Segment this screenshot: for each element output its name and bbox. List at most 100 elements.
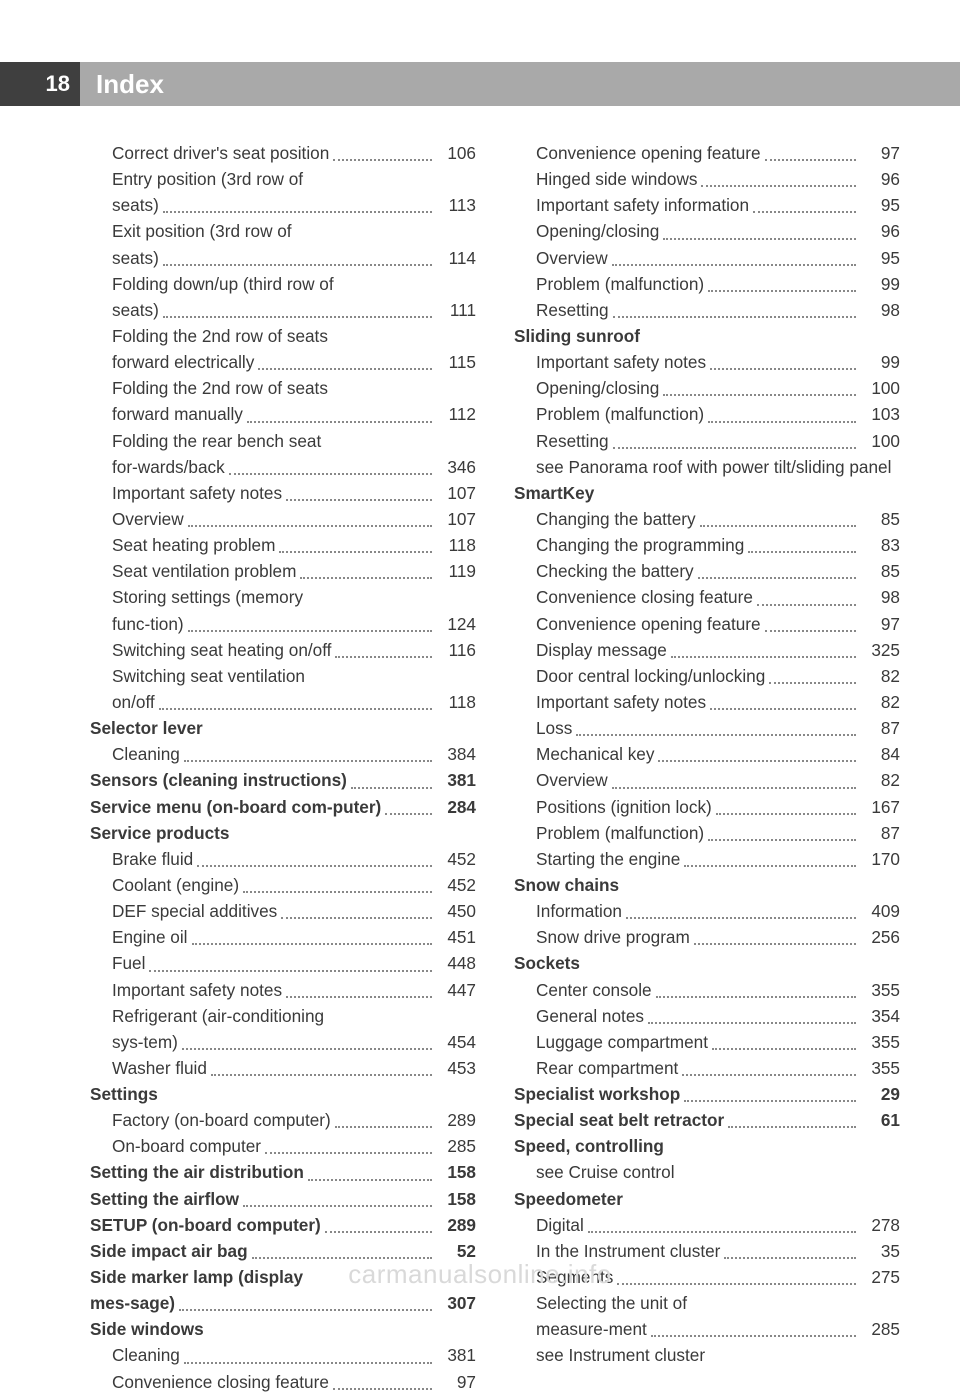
leader-dots bbox=[281, 917, 432, 919]
index-entry: Setting the airflow158 bbox=[90, 1186, 476, 1212]
index-entry: Convenience closing feature97 bbox=[90, 1369, 476, 1395]
index-entry-page: 170 bbox=[860, 846, 900, 872]
index-entry-label: Digital bbox=[536, 1212, 584, 1238]
index-entry-label: Specialist workshop bbox=[514, 1081, 680, 1107]
index-entry: Seat heating problem118 bbox=[90, 532, 476, 558]
index-entry-label: on/off bbox=[112, 689, 155, 715]
index-entry: Coolant (engine)452 bbox=[90, 872, 476, 898]
leader-dots bbox=[286, 996, 432, 998]
index-entry-label: for-wards/back bbox=[112, 454, 225, 480]
index-entry-label: forward manually bbox=[112, 401, 243, 427]
index-entry: Important safety notes447 bbox=[90, 977, 476, 1003]
leader-dots bbox=[656, 996, 856, 998]
index-entry-page: 100 bbox=[860, 375, 900, 401]
leader-dots bbox=[651, 1335, 856, 1337]
index-entry: General notes354 bbox=[514, 1003, 900, 1029]
leader-dots bbox=[163, 316, 432, 318]
index-entry: Washer fluid453 bbox=[90, 1055, 476, 1081]
index-entry-label: Opening/closing bbox=[536, 218, 659, 244]
leader-dots bbox=[663, 238, 856, 240]
index-entry-page: 87 bbox=[860, 820, 900, 846]
header-bar: 18 Index bbox=[0, 62, 960, 106]
index-entry-label: seats) bbox=[112, 245, 159, 271]
index-entry-page: 116 bbox=[436, 637, 476, 663]
index-entry: Center console355 bbox=[514, 977, 900, 1003]
index-entry-label: Starting the engine bbox=[536, 846, 680, 872]
index-entry-page: 285 bbox=[436, 1133, 476, 1159]
leader-dots bbox=[769, 682, 856, 684]
index-entry-page: 106 bbox=[436, 140, 476, 166]
index-entry-label: Important safety notes bbox=[112, 977, 282, 1003]
index-entry: Brake fluid452 bbox=[90, 846, 476, 872]
leader-dots bbox=[663, 394, 856, 396]
leader-dots bbox=[286, 499, 432, 501]
index-entry-page: 97 bbox=[860, 140, 900, 166]
leader-dots bbox=[708, 290, 856, 292]
index-entry-label: Snow drive program bbox=[536, 924, 690, 950]
index-entry: Opening/closing 96 bbox=[514, 218, 900, 244]
index-entry-page: 111 bbox=[436, 297, 476, 323]
index-entry-page: 452 bbox=[436, 872, 476, 898]
index-entry: forward electrically115 bbox=[90, 349, 476, 375]
index-entry-label: Washer fluid bbox=[112, 1055, 207, 1081]
leader-dots bbox=[149, 970, 432, 972]
index-entry-label: mes-sage) bbox=[90, 1290, 175, 1316]
index-entry-page: 107 bbox=[436, 480, 476, 506]
page-number: 18 bbox=[0, 62, 80, 106]
index-entry-label: Resetting bbox=[536, 428, 609, 454]
index-entry: seats)114 bbox=[90, 245, 476, 271]
index-entry: Setting the air distribution158 bbox=[90, 1159, 476, 1185]
index-entry: Seat ventilation problem119 bbox=[90, 558, 476, 584]
index-entry: Resetting98 bbox=[514, 297, 900, 323]
index-entry-page: 325 bbox=[860, 637, 900, 663]
index-entry-page: 307 bbox=[436, 1290, 476, 1316]
leader-dots bbox=[308, 1179, 432, 1181]
index-entry: Special seat belt retractor61 bbox=[514, 1107, 900, 1133]
index-entry-page: 107 bbox=[436, 506, 476, 532]
leader-dots bbox=[243, 1205, 432, 1207]
leader-dots bbox=[182, 1048, 432, 1050]
index-entry-label: seats) bbox=[112, 297, 159, 323]
leader-dots bbox=[712, 1048, 856, 1050]
leader-dots bbox=[243, 891, 432, 893]
index-entry-page: 167 bbox=[860, 794, 900, 820]
index-entry: Information409 bbox=[514, 898, 900, 924]
leader-dots bbox=[184, 760, 432, 762]
index-entry-page: 61 bbox=[860, 1107, 900, 1133]
index-entry: Door central locking/unlocking82 bbox=[514, 663, 900, 689]
index-content: Correct driver's seat position106Entry p… bbox=[90, 140, 900, 1242]
leader-dots bbox=[682, 1074, 856, 1076]
index-entry: Cleaning381 bbox=[90, 1342, 476, 1368]
index-entry-label: Luggage compartment bbox=[536, 1029, 708, 1055]
index-entry-label: Information bbox=[536, 898, 622, 924]
leader-dots bbox=[179, 1309, 432, 1311]
index-entry: Checking the battery85 bbox=[514, 558, 900, 584]
leader-dots bbox=[753, 211, 856, 213]
index-entry: Important safety information95 bbox=[514, 192, 900, 218]
index-entry-label: Cleaning bbox=[112, 741, 180, 767]
index-entry-label: Display message bbox=[536, 637, 667, 663]
index-entry-label: Important safety notes bbox=[536, 689, 706, 715]
leader-dots bbox=[211, 1074, 432, 1076]
index-entry-page: 96 bbox=[860, 218, 900, 244]
leader-dots bbox=[192, 943, 433, 945]
index-heading: Sockets bbox=[514, 950, 900, 976]
index-entry-page: 285 bbox=[860, 1316, 900, 1342]
leader-dots bbox=[701, 185, 856, 187]
leader-dots bbox=[229, 473, 432, 475]
index-entry-label: forward electrically bbox=[112, 349, 254, 375]
index-entry-page: 256 bbox=[860, 924, 900, 950]
index-entry-page: 87 bbox=[860, 715, 900, 741]
leader-dots bbox=[325, 1231, 432, 1233]
index-entry-page: 113 bbox=[436, 192, 476, 218]
index-entry-label: General notes bbox=[536, 1003, 644, 1029]
index-entry-label: Sensors (cleaning instructions) bbox=[90, 767, 347, 793]
index-entry-label: Overview bbox=[112, 506, 184, 532]
index-entry: On-board computer285 bbox=[90, 1133, 476, 1159]
index-entry-page: 82 bbox=[860, 689, 900, 715]
index-entry-label: Important safety notes bbox=[112, 480, 282, 506]
index-entry-page: 384 bbox=[436, 741, 476, 767]
index-entry: Luggage compartment355 bbox=[514, 1029, 900, 1055]
index-entry-label: Correct driver's seat position bbox=[112, 140, 329, 166]
index-entry-label: Convenience closing feature bbox=[112, 1369, 329, 1395]
